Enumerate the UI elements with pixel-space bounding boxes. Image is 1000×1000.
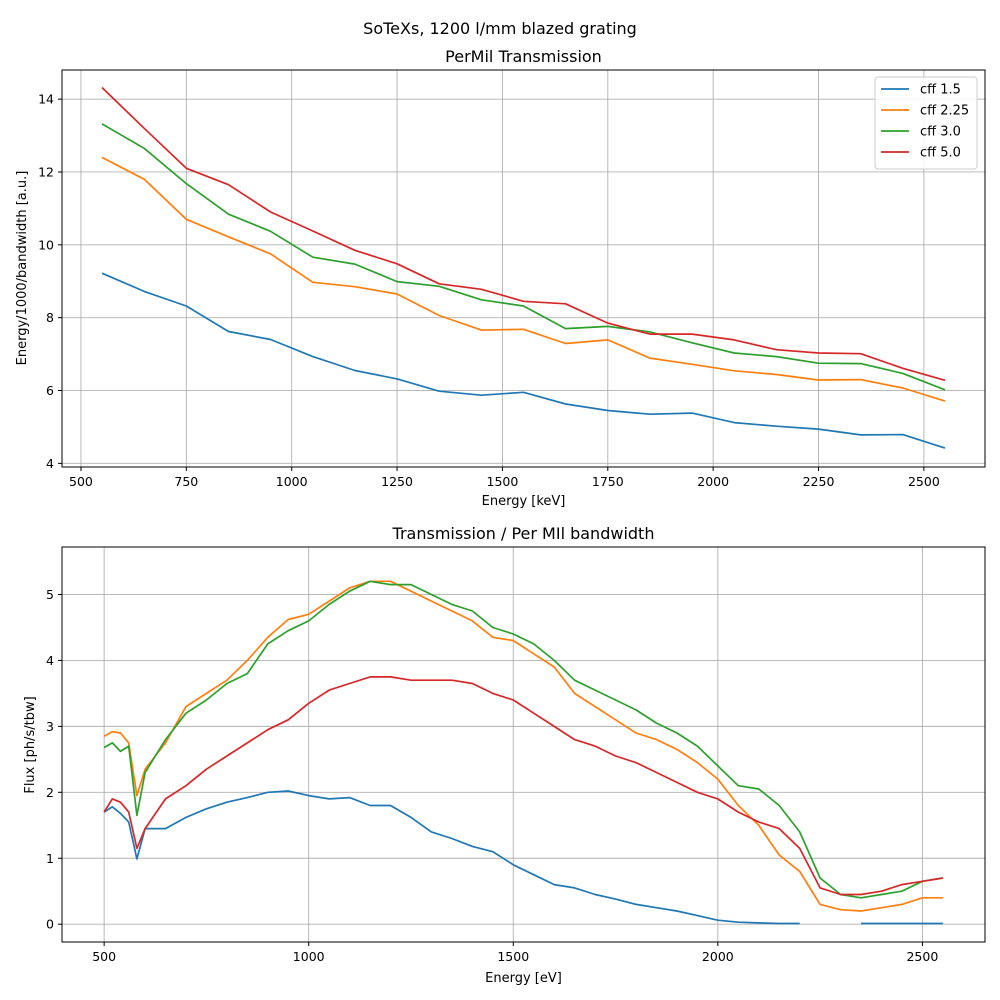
- top-legend-label: cff 1.5: [920, 83, 961, 98]
- top-legend-label: cff 5.0: [920, 146, 961, 161]
- top-legend-box: [874, 76, 978, 170]
- bottom-ytick-label: 4: [46, 653, 54, 668]
- top-xtick-label: 1250: [381, 474, 413, 489]
- bottom-xtick-label: 1500: [497, 949, 529, 964]
- top-series-cff-2-25: [101, 156, 946, 402]
- top-xtick-label: 2500: [908, 474, 940, 489]
- top-chart-xlabel: Energy [keV]: [482, 494, 566, 509]
- top-legend-label: cff 2.25: [920, 104, 969, 119]
- bottom-chart-ylabel: Flux [ph/s/tbw]: [23, 696, 38, 793]
- top-xtick-label: 2250: [803, 474, 835, 489]
- bottom-series-cff-3-0: [103, 580, 944, 899]
- top-xtick-label: 2000: [697, 474, 729, 489]
- top-series-cff-5-0: [101, 86, 946, 382]
- top-axes-frame: [61, 69, 986, 468]
- bottom-xtick-label: 500: [92, 949, 116, 964]
- top-chart: PerMil Transmission Energy [keV] Energy/…: [15, 47, 986, 509]
- bottom-ytick-label: 3: [46, 719, 54, 734]
- bottom-xtick-label: 2500: [906, 949, 938, 964]
- bottom-xtick-label: 1000: [293, 949, 325, 964]
- bottom-series-cff-1-5: [103, 790, 943, 925]
- bottom-ytick-label: 2: [46, 785, 54, 800]
- top-series-cff-3-0: [101, 123, 946, 391]
- bottom-axes-frame: [61, 546, 986, 943]
- top-xtick-label: 750: [174, 474, 198, 489]
- top-xtick-label: 1500: [487, 474, 519, 489]
- top-legend-label: cff 3.0: [920, 125, 961, 140]
- bottom-chart: Transmission / Per MIl bandwidth Energy …: [23, 524, 986, 986]
- bottom-ytick-label: 5: [46, 587, 54, 602]
- bottom-ytick-label: 1: [46, 851, 54, 866]
- top-ytick-label: 8: [46, 310, 54, 325]
- bottom-chart-xlabel: Energy [eV]: [485, 971, 562, 986]
- top-series-cff-1-5: [101, 272, 946, 449]
- top-ytick-label: 4: [46, 456, 54, 471]
- bottom-series-cff-2-25: [103, 580, 943, 912]
- top-ytick-label: 12: [38, 164, 54, 179]
- top-ytick-label: 10: [38, 237, 54, 252]
- bottom-ytick-label: 0: [46, 917, 54, 932]
- bottom-xtick-label: 2000: [702, 949, 734, 964]
- top-chart-title: PerMil Transmission: [445, 47, 602, 66]
- bottom-chart-title: Transmission / Per MIl bandwidth: [392, 524, 655, 543]
- top-ytick-label: 14: [38, 92, 54, 107]
- top-xtick-label: 1000: [276, 474, 308, 489]
- top-xtick-label: 1750: [592, 474, 624, 489]
- figure-suptitle: SoTeXs, 1200 l/mm blazed grating: [363, 19, 637, 38]
- bottom-series-cff-5-0: [103, 676, 944, 896]
- top-ytick-label: 6: [46, 383, 54, 398]
- top-chart-ylabel: Energy/1000/bandwidth [a.u.]: [15, 171, 30, 366]
- top-xtick-label: 500: [69, 474, 93, 489]
